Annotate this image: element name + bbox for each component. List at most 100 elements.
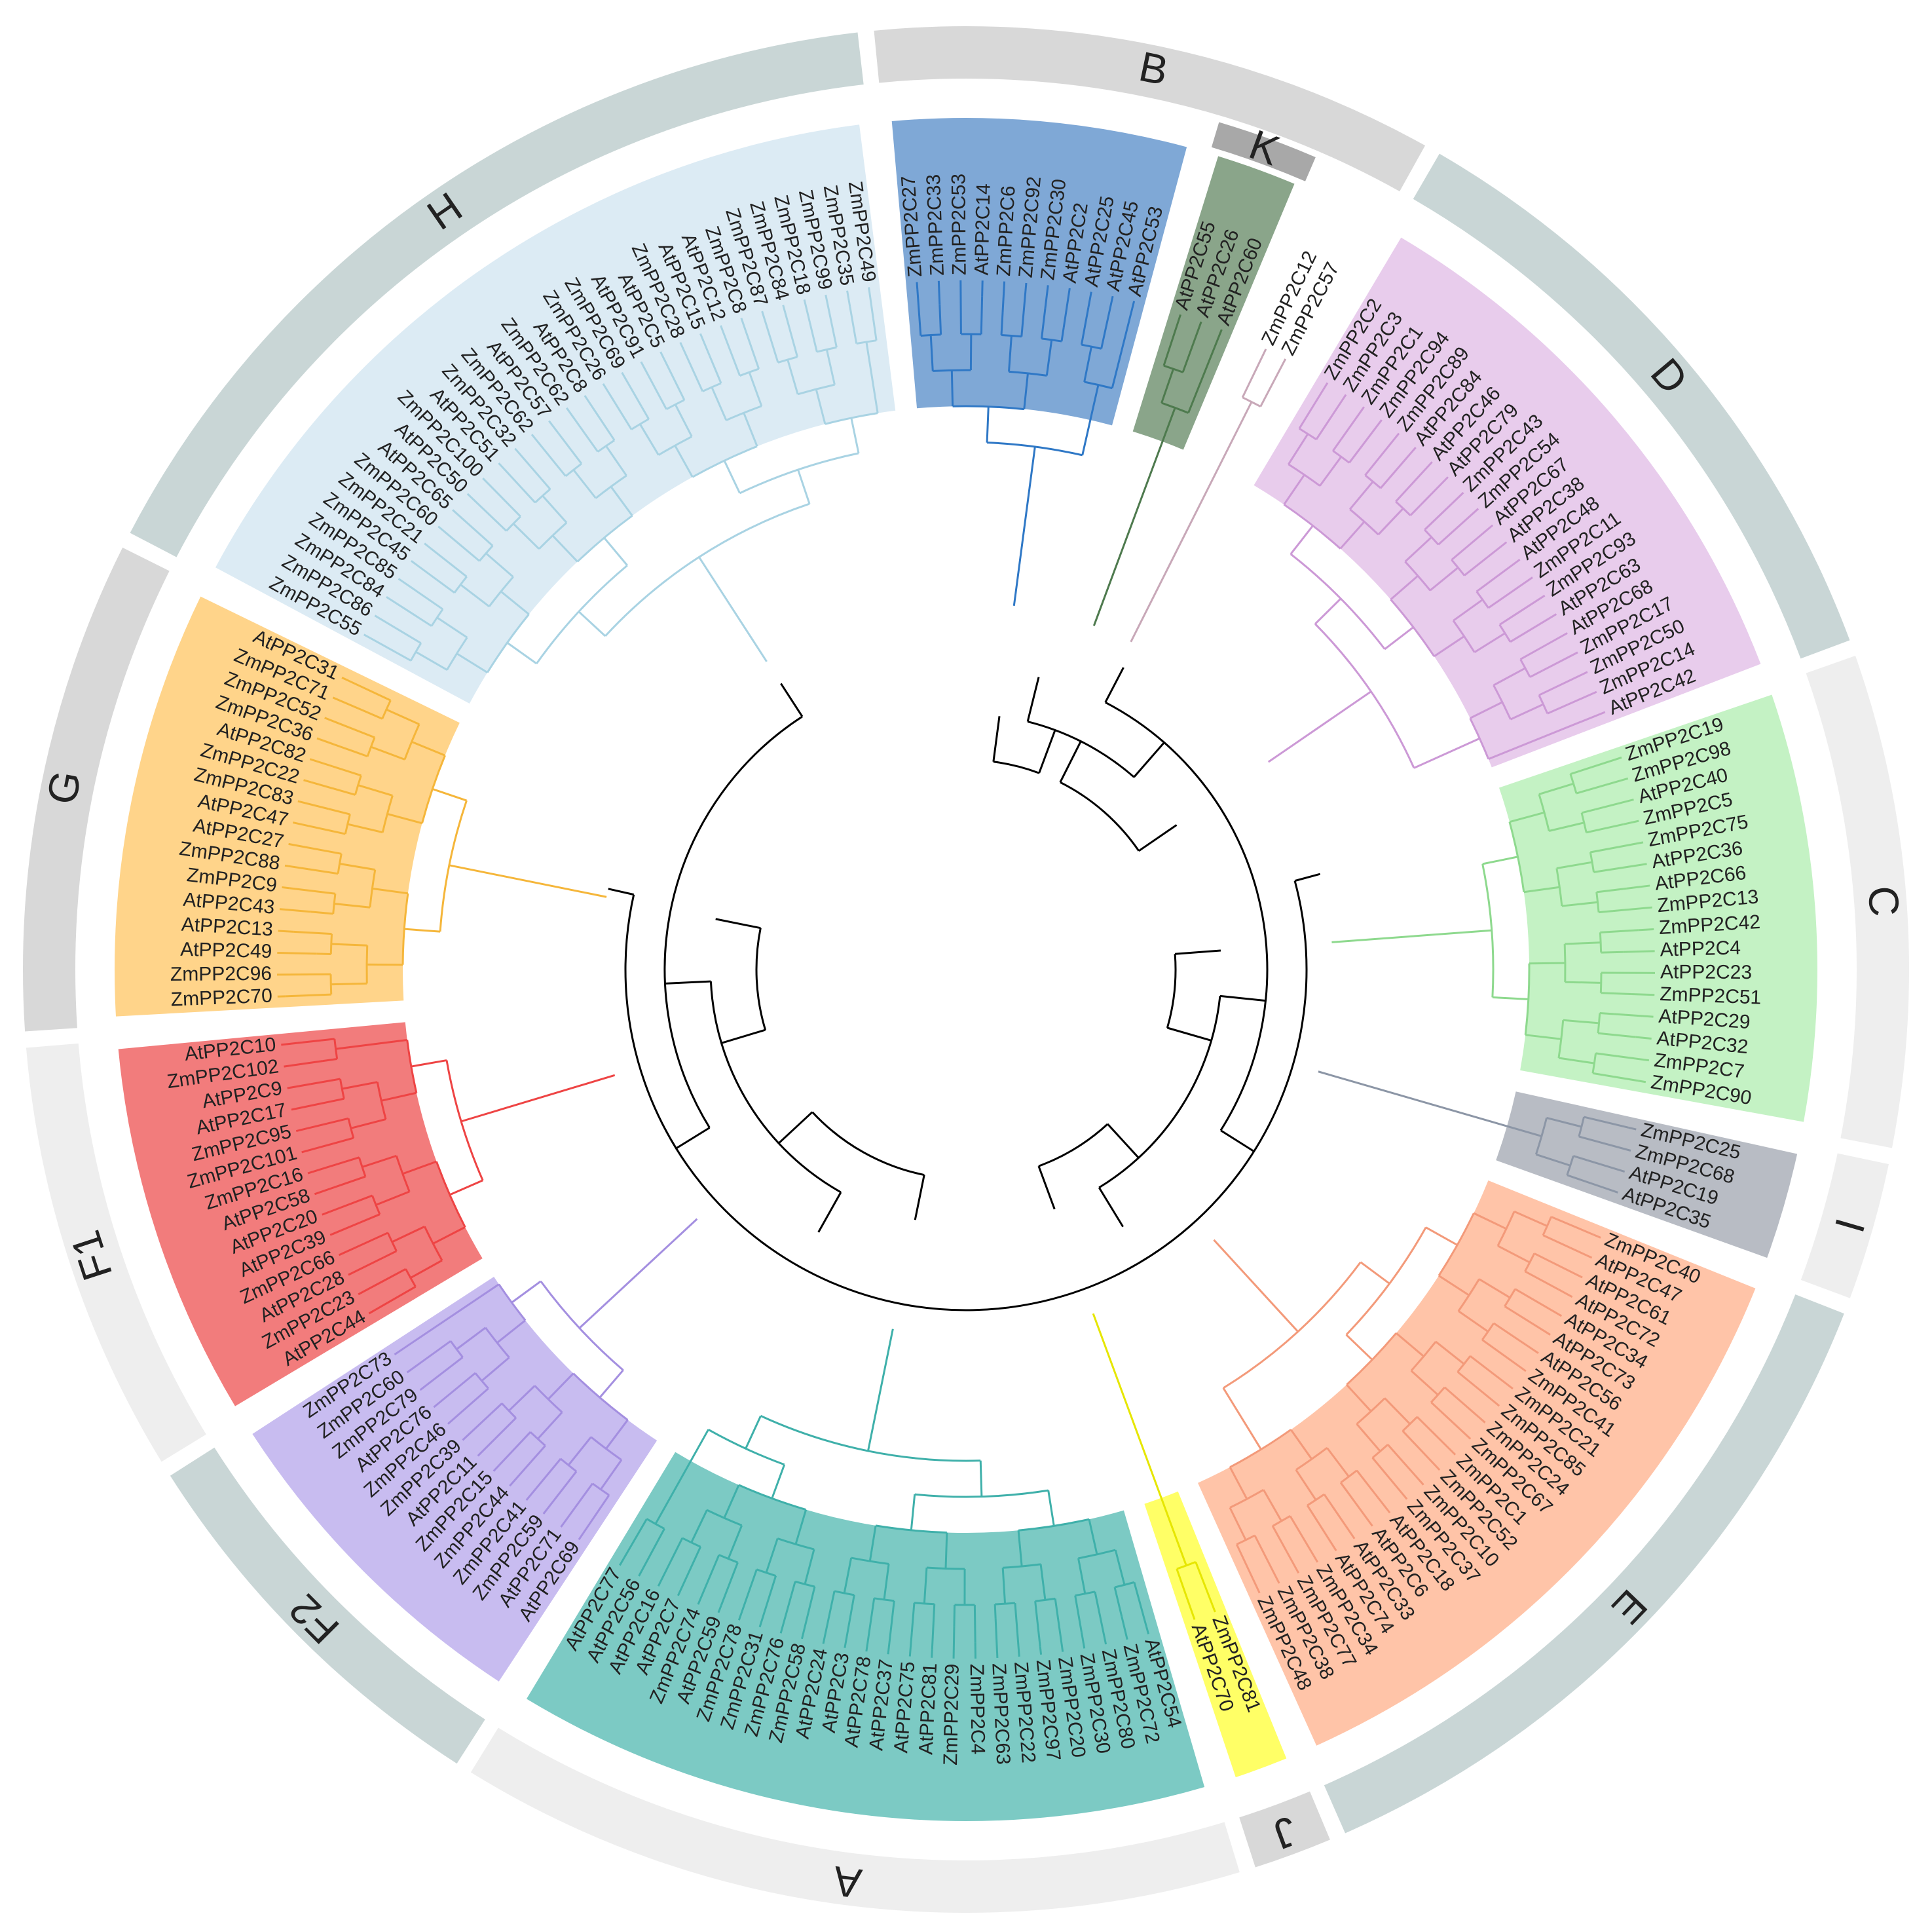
internal-branch — [1014, 1602, 1018, 1634]
internal-branch — [1438, 529, 1456, 546]
leaf-tip-branch — [981, 280, 984, 297]
internal-branch — [1384, 626, 1414, 650]
internal-branch — [296, 1038, 335, 1044]
internal-branch — [1017, 1530, 1023, 1567]
clade-bracket — [560, 1458, 578, 1473]
leaf-tip-branch — [447, 1412, 461, 1425]
backbone-branch — [1104, 667, 1124, 703]
internal-branch — [1254, 1535, 1263, 1549]
ring-segment-d — [1413, 153, 1850, 659]
internal-branch — [1478, 1278, 1511, 1299]
internal-branch — [1114, 1549, 1126, 1585]
leaf-tip-branch — [288, 842, 327, 852]
clade-bracket — [1519, 658, 1531, 678]
internal-branch — [1339, 1482, 1350, 1495]
leaf-tip-branch — [1500, 1378, 1514, 1390]
leaf-tip-branch — [509, 1461, 532, 1487]
leaf-tip-branch — [640, 361, 650, 377]
clade-bracket — [658, 436, 693, 456]
internal-branch — [641, 405, 650, 420]
clade-sector-f2 — [252, 1277, 658, 1682]
internal-branch — [1546, 1116, 1582, 1128]
internal-branch — [567, 1436, 592, 1466]
internal-branch — [1597, 1032, 1636, 1038]
leaf-tip-branch — [1612, 906, 1652, 913]
internal-branch — [1487, 585, 1521, 609]
leaf-tip-branch — [287, 1083, 311, 1089]
leaf-tip-branch — [482, 477, 506, 502]
clade-stem — [1012, 446, 1036, 607]
internal-branch — [1410, 1370, 1439, 1396]
internal-branch — [682, 349, 704, 392]
internal-branch — [647, 375, 667, 410]
leaf-tip-branch — [1087, 292, 1092, 308]
leaf-tip-branch — [462, 1412, 492, 1441]
internal-branch — [1339, 521, 1365, 550]
clade-bracket — [386, 1232, 398, 1252]
leaf-tip-branch — [398, 578, 413, 589]
clade-bracket — [1114, 1581, 1135, 1589]
ring-segment-f2 — [170, 1447, 485, 1764]
internal-branch — [723, 1484, 740, 1518]
tree-backbone — [608, 667, 1321, 1311]
internal-branch — [506, 641, 538, 665]
backbone-arc — [663, 715, 803, 1129]
internal-branch — [806, 1586, 816, 1617]
internal-branch — [1083, 346, 1092, 383]
internal-branch — [1430, 1401, 1454, 1424]
clade-bracket — [756, 1568, 777, 1577]
leaf-tip-branch — [1614, 1013, 1654, 1018]
internal-branch — [537, 1411, 563, 1440]
leaf-tip-branch — [1486, 524, 1494, 531]
internal-branch — [673, 379, 686, 401]
internal-branch — [386, 812, 422, 825]
clade-bracket — [1299, 427, 1317, 441]
leaf-tip-branch — [1322, 382, 1329, 390]
internal-branch — [784, 312, 798, 358]
leaf-label: ZmPP2C6 — [993, 185, 1020, 276]
internal-branch — [432, 787, 467, 802]
leaf-tip-branch — [844, 1617, 851, 1648]
backbone-branch — [914, 1175, 925, 1220]
internal-branch — [436, 616, 468, 639]
internal-branch — [639, 423, 659, 456]
internal-branch — [1429, 567, 1459, 592]
internal-branch — [1524, 1270, 1559, 1291]
leaf-tip-branch — [560, 1507, 576, 1528]
internal-branch — [572, 469, 597, 499]
clade-bracket — [1242, 396, 1261, 407]
leaf-tip-branch — [1016, 1632, 1020, 1657]
internal-branch — [491, 1403, 503, 1414]
internal-branch — [1323, 1494, 1347, 1526]
clade-bracket — [1163, 364, 1183, 373]
leaf-tip-branch — [1419, 476, 1449, 506]
leaf-tip-branch — [281, 1042, 297, 1046]
leaf-tip-branch — [374, 614, 396, 629]
internal-branch — [1567, 1174, 1604, 1189]
clade-bracket — [453, 576, 468, 594]
internal-branch — [610, 486, 633, 517]
internal-branch — [664, 1537, 684, 1573]
backbone-branch — [1294, 873, 1321, 882]
internal-branch — [794, 1509, 808, 1545]
leaf-tip-branch — [1371, 419, 1383, 434]
internal-branch — [1111, 309, 1134, 389]
clade-bracket — [597, 439, 616, 453]
leaf-tip-branch — [865, 1635, 870, 1652]
leaf-tip-branch — [1557, 1289, 1573, 1298]
leaf-tip-branch — [619, 1558, 625, 1566]
internal-branch — [361, 709, 383, 720]
internal-branch — [508, 1385, 536, 1412]
clade-stem — [1092, 1313, 1187, 1566]
ring-segment-e — [1324, 1294, 1844, 1834]
ring-segment-f1 — [26, 1043, 206, 1462]
leaf-label: ZmPP2C63 — [988, 1663, 1014, 1765]
internal-branch — [1290, 1429, 1313, 1460]
backbone-arc — [1027, 721, 1135, 778]
leaf-tip-branch — [740, 318, 748, 333]
clade-bracket — [1542, 1216, 1552, 1236]
leaf-tip-branch — [916, 282, 919, 290]
internal-branch — [411, 586, 443, 611]
leaf-tip-branch — [1348, 1494, 1373, 1527]
internal-branch — [1346, 1384, 1372, 1412]
